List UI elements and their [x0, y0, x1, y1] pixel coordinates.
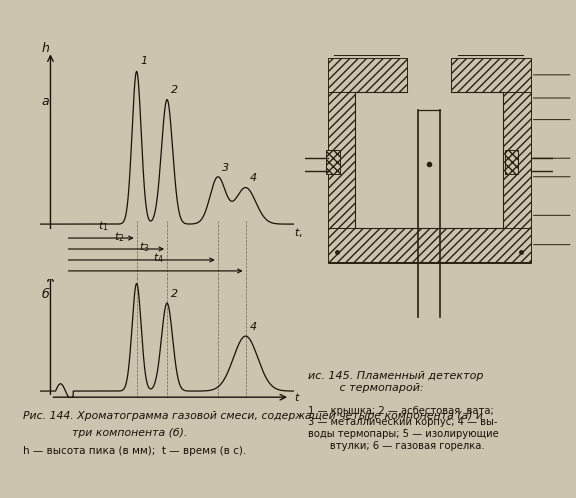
Bar	[328, 58, 407, 92]
Bar	[503, 92, 530, 228]
Bar	[328, 261, 530, 263]
Bar	[327, 150, 340, 174]
Text: h — высота пика (в мм);  t — время (в с).: h — высота пика (в мм); t — время (в с).	[23, 446, 247, 456]
Text: 2: 2	[171, 85, 178, 95]
Text: $t$: $t$	[294, 391, 301, 403]
Text: $t_2$: $t_2$	[113, 230, 124, 244]
Text: 1 — крышка; 2 — асбестовая  вата;
3 — металлический корпус; 4 — вы-
воды термопа: 1 — крышка; 2 — асбестовая вата; 3 — мет…	[308, 406, 499, 451]
Text: ис. 145. Пламенный детектор
         с термопарой:: ис. 145. Пламенный детектор с термопарой…	[308, 371, 484, 392]
Text: $t,$: $t,$	[294, 226, 302, 239]
Text: $t_1$: $t_1$	[98, 219, 109, 233]
Text: Рис. 144. Хроматограмма газовой смеси, содержащей четыре компонента (а) и: Рис. 144. Хроматограмма газовой смеси, с…	[23, 411, 483, 421]
Text: б: б	[41, 288, 50, 301]
Text: 2: 2	[171, 289, 178, 299]
Text: а: а	[41, 95, 49, 108]
Bar	[328, 92, 355, 228]
Text: 4: 4	[249, 173, 256, 183]
Text: 1: 1	[141, 270, 147, 280]
Text: 4: 4	[249, 322, 256, 333]
Bar	[505, 150, 518, 174]
Text: $t_4$: $t_4$	[153, 251, 164, 265]
Text: h: h	[41, 42, 50, 55]
Text: три компонента (б).: три компонента (б).	[23, 428, 187, 438]
Text: h: h	[41, 261, 50, 274]
Bar	[452, 58, 530, 92]
Text: 1: 1	[141, 56, 147, 66]
Text: $t_3$: $t_3$	[139, 241, 150, 254]
Text: 3: 3	[222, 163, 229, 173]
Bar	[328, 228, 530, 261]
